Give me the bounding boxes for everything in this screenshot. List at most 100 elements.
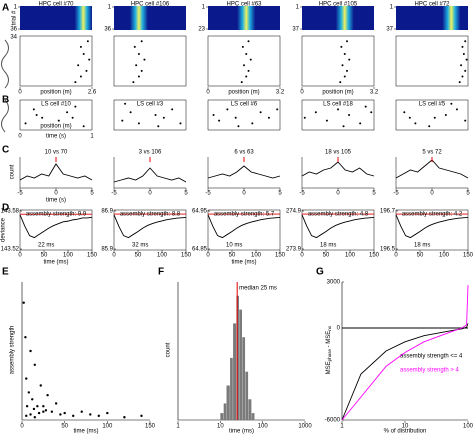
spike [343, 75, 346, 78]
panel-title: LS cell #18 [323, 102, 353, 108]
curve [341, 323, 469, 421]
x-tick-label: 150 [181, 253, 192, 259]
point [29, 349, 32, 353]
spike [57, 119, 60, 122]
spike [337, 108, 339, 111]
spike [241, 45, 244, 48]
point [80, 410, 83, 413]
raster-frame [207, 99, 281, 131]
legend-entry: assembly strength <= 4 [400, 354, 463, 360]
x-tick-label: 2.6 [88, 90, 97, 96]
title-bg [320, 100, 356, 108]
point [25, 405, 29, 408]
spike [403, 111, 406, 114]
spike [35, 114, 38, 116]
panel-title: assembly strength: 9.9 [26, 212, 87, 218]
point [89, 413, 92, 416]
correlogram [207, 165, 281, 179]
x-axis-label: position (m) [40, 124, 71, 130]
panel-title: HPC cell #72 [414, 2, 450, 8]
point [42, 410, 45, 413]
panel-title: HPC cell #63 [226, 2, 262, 8]
point [32, 407, 36, 411]
point [63, 411, 66, 415]
deviance-curve [301, 214, 375, 239]
x-tick-label: 150 [463, 253, 474, 259]
bar [230, 357, 233, 420]
spike [348, 114, 351, 116]
x-tick-label: 0 [300, 90, 304, 96]
x-tick-label: 50 [41, 253, 48, 259]
raster-frame [19, 99, 93, 131]
spike [364, 105, 367, 108]
y-tick-label: 85.9 [101, 247, 113, 253]
y-tick-label: 64.85 [192, 247, 208, 253]
x-tick-label: 50 [61, 424, 68, 430]
x-tick-label: 0 [148, 191, 152, 197]
spike [82, 125, 85, 128]
spike [251, 122, 254, 125]
spike [464, 119, 467, 122]
spike [79, 75, 82, 78]
plot-frame [301, 209, 375, 251]
spike [314, 111, 317, 114]
point [31, 398, 34, 401]
place-field [335, 6, 354, 30]
spike [450, 102, 453, 105]
x-tick-label: 5 [90, 191, 94, 197]
x-tick-label: 5 [372, 191, 376, 197]
y-tick-label: 37 [292, 27, 299, 33]
point [44, 409, 48, 412]
spike [245, 52, 248, 55]
point [27, 391, 31, 394]
spike [247, 69, 250, 72]
panel-title: HPC cell #70 [38, 2, 74, 8]
spike [85, 69, 88, 72]
panel-title: assembly strength: 4.8 [308, 212, 369, 218]
panel-label: E [2, 267, 9, 278]
title-bg [38, 100, 74, 108]
time-tick-label: 0 [18, 134, 22, 140]
track-icon [1, 99, 9, 133]
x-axis-label: time (ms) [232, 260, 257, 266]
spike [86, 40, 89, 43]
panel-title: 6 vs 63 [234, 150, 254, 156]
bar [245, 371, 249, 420]
y-tick-label: 86.9 [101, 209, 113, 215]
spike [162, 116, 165, 119]
y-tick-label: 1 [14, 5, 18, 11]
spike [74, 105, 77, 108]
spike [243, 64, 245, 67]
x-tick-label: 100 [251, 253, 262, 259]
point [37, 411, 41, 415]
annotation: 18 ms [320, 243, 336, 249]
spike [143, 58, 146, 61]
x-axis-label: time (ms) [74, 429, 99, 435]
title-bg [414, 100, 450, 108]
spike [121, 119, 124, 122]
spike [41, 116, 44, 119]
x-tick-label: 100 [439, 253, 450, 259]
y-tick-label: 3000 [327, 280, 341, 286]
spike [414, 122, 417, 125]
x-tick-label: 0 [336, 191, 340, 197]
correlogram [301, 161, 375, 177]
axes [177, 282, 305, 421]
spike [179, 122, 182, 125]
bar [248, 399, 252, 420]
y-tick-label: -6000 [325, 418, 341, 424]
bar [223, 403, 227, 420]
place-field [129, 6, 148, 30]
x-tick-label: 1000 [298, 424, 312, 430]
x-tick-label: 100 [258, 424, 269, 430]
y-tick-label: 64.95 [192, 209, 208, 215]
spike [359, 122, 362, 125]
annotation: 22 ms [38, 243, 54, 249]
spike [82, 52, 85, 55]
point [36, 405, 39, 408]
y-tick-label: 143.58 [1, 209, 20, 215]
x-tick-label: 1 [176, 424, 180, 430]
y-tick-label: 1 [202, 5, 206, 11]
place-field [442, 6, 461, 30]
point [59, 413, 62, 416]
